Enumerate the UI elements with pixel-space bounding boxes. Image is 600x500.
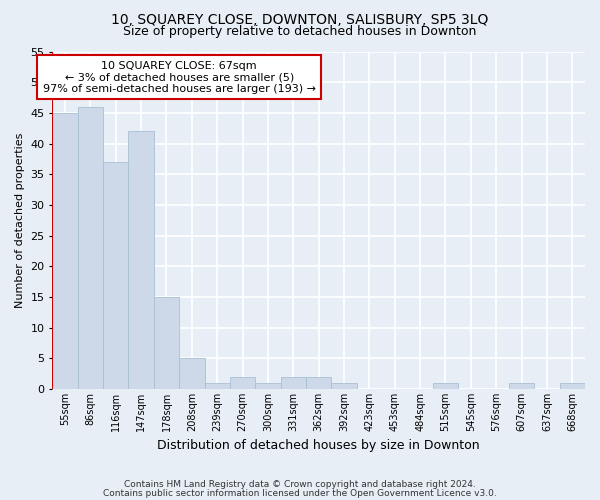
Bar [230, 376, 255, 389]
Bar [205, 383, 230, 389]
Bar [306, 376, 331, 389]
Bar [52, 113, 77, 389]
Text: Size of property relative to detached houses in Downton: Size of property relative to detached ho… [124, 25, 476, 38]
Text: 10 SQUAREY CLOSE: 67sqm
← 3% of detached houses are smaller (5)
97% of semi-deta: 10 SQUAREY CLOSE: 67sqm ← 3% of detached… [43, 60, 316, 94]
Bar [179, 358, 205, 389]
Text: 10, SQUAREY CLOSE, DOWNTON, SALISBURY, SP5 3LQ: 10, SQUAREY CLOSE, DOWNTON, SALISBURY, S… [112, 12, 488, 26]
Bar [331, 383, 357, 389]
Bar [281, 376, 306, 389]
Bar [433, 383, 458, 389]
X-axis label: Distribution of detached houses by size in Downton: Distribution of detached houses by size … [157, 440, 480, 452]
Bar [509, 383, 534, 389]
Bar [128, 132, 154, 389]
Text: Contains public sector information licensed under the Open Government Licence v3: Contains public sector information licen… [103, 488, 497, 498]
Bar [255, 383, 281, 389]
Bar [154, 297, 179, 389]
Bar [103, 162, 128, 389]
Text: Contains HM Land Registry data © Crown copyright and database right 2024.: Contains HM Land Registry data © Crown c… [124, 480, 476, 489]
Bar [77, 106, 103, 389]
Y-axis label: Number of detached properties: Number of detached properties [15, 132, 25, 308]
Bar [560, 383, 585, 389]
